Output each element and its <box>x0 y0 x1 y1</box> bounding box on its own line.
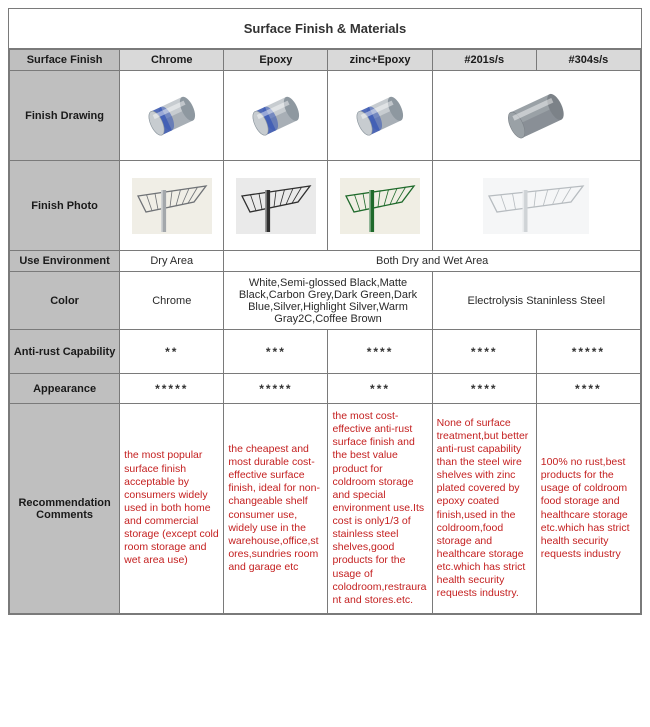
row-recommendation: Recommendation Comments the most popular… <box>10 404 641 614</box>
col-201ss: #201s/s <box>432 50 536 71</box>
row-label-use-env: Use Environment <box>10 251 120 272</box>
appearance-201ss: **** <box>432 374 536 404</box>
row-finish-drawing: Finish Drawing <box>10 71 641 161</box>
photo-zinc-epoxy <box>328 161 432 251</box>
row-label-appearance: Appearance <box>10 374 120 404</box>
row-label-surface-finish: Surface Finish <box>10 50 120 71</box>
anti-rust-epoxy: *** <box>224 330 328 374</box>
shelf-icon <box>234 176 318 236</box>
materials-table: Surface Finish Chrome Epoxy zinc+Epoxy #… <box>9 49 641 614</box>
row-label-rec: Recommendation Comments <box>10 404 120 614</box>
shelf-icon <box>130 176 214 236</box>
row-use-environment: Use Environment Dry Area Both Dry and We… <box>10 251 641 272</box>
appearance-epoxy: ***** <box>224 374 328 404</box>
col-epoxy: Epoxy <box>224 50 328 71</box>
rec-zinc-epoxy: the most cost-effective anti-rust surfac… <box>328 404 432 614</box>
appearance-chrome: ***** <box>120 374 224 404</box>
rec-chrome: the most popular surface finish acceptab… <box>120 404 224 614</box>
materials-table-container: Surface Finish & Materials Surface Finis… <box>8 8 642 615</box>
row-appearance: Appearance ***** ***** *** **** **** <box>10 374 641 404</box>
photo-epoxy <box>224 161 328 251</box>
use-env-chrome: Dry Area <box>120 251 224 272</box>
rec-epoxy: the cheapest and most durable cost-effec… <box>224 404 328 614</box>
row-label-anti-rust: Anti-rust Capability <box>10 330 120 374</box>
anti-rust-304ss: ***** <box>536 330 640 374</box>
drawing-chrome <box>120 71 224 161</box>
appearance-zinc-epoxy: *** <box>328 374 432 404</box>
anti-rust-chrome: ** <box>120 330 224 374</box>
photo-chrome <box>120 161 224 251</box>
col-304ss: #304s/s <box>536 50 640 71</box>
anti-rust-201ss: **** <box>432 330 536 374</box>
row-label-color: Color <box>10 272 120 330</box>
row-anti-rust: Anti-rust Capability ** *** **** **** **… <box>10 330 641 374</box>
table-title: Surface Finish & Materials <box>9 9 641 49</box>
drawing-epoxy <box>224 71 328 161</box>
cylinder-icon <box>497 90 575 142</box>
drawing-zinc-epoxy <box>328 71 432 161</box>
row-finish-photo: Finish Photo <box>10 161 641 251</box>
shelf-icon <box>338 176 422 236</box>
row-color: Color Chrome White,Semi-glossed Black,Ma… <box>10 272 641 330</box>
cylinder-icon <box>245 92 307 140</box>
row-label-finish-drawing: Finish Drawing <box>10 71 120 161</box>
rec-304ss: 100% no rust,best products for the usage… <box>536 404 640 614</box>
color-chrome: Chrome <box>120 272 224 330</box>
rec-201ss: None of surface treatment,but better ant… <box>432 404 536 614</box>
color-epoxy-group: White,Semi-glossed Black,Matte Black,Car… <box>224 272 432 330</box>
col-zinc-epoxy: zinc+Epoxy <box>328 50 432 71</box>
photo-stainless <box>432 161 640 251</box>
header-row: Surface Finish Chrome Epoxy zinc+Epoxy #… <box>10 50 641 71</box>
cylinder-icon <box>141 92 203 140</box>
appearance-304ss: **** <box>536 374 640 404</box>
shelf-icon <box>481 176 591 236</box>
drawing-stainless <box>432 71 640 161</box>
row-label-finish-photo: Finish Photo <box>10 161 120 251</box>
col-chrome: Chrome <box>120 50 224 71</box>
color-ss-group: Electrolysis Staninless Steel <box>432 272 640 330</box>
use-env-rest: Both Dry and Wet Area <box>224 251 641 272</box>
cylinder-icon <box>349 92 411 140</box>
anti-rust-zinc-epoxy: **** <box>328 330 432 374</box>
